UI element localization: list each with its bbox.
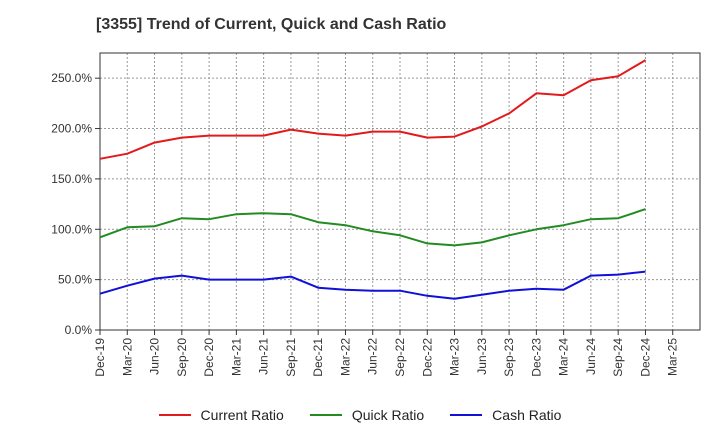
x-tick-label: Sep-21	[284, 338, 298, 377]
grid-layer	[100, 53, 701, 330]
y-tick-label: 50.0%	[58, 273, 92, 287]
x-tick-label: Dec-21	[311, 338, 325, 377]
x-tick-label: Sep-23	[502, 338, 516, 377]
x-tick-label: Mar-25	[666, 338, 680, 376]
x-tick-label: Jun-21	[257, 338, 271, 375]
series-line-quick-ratio	[99, 208, 646, 247]
legend-swatch-quick-ratio	[309, 414, 342, 416]
x-tick-label: Mar-23	[448, 338, 462, 376]
y-tick-label: 0.0%	[65, 323, 93, 337]
x-tick-label: Mar-20	[120, 338, 134, 376]
legend-item-quick-ratio: Quick Ratio	[309, 407, 425, 423]
x-tick-label: Sep-24	[611, 338, 625, 377]
series-line-cash-ratio	[99, 270, 646, 300]
y-tick-label: 250.0%	[51, 71, 92, 85]
x-tick-label: Dec-23	[529, 338, 543, 377]
x-tick-label: Dec-20	[202, 338, 216, 377]
x-tick-label: Sep-20	[175, 338, 189, 377]
legend-swatch-current-ratio	[158, 414, 191, 416]
x-tick-label: Mar-22	[338, 338, 352, 376]
x-tick-label: Jun-24	[584, 338, 598, 375]
legend: Current Ratio Quick Ratio Cash Ratio	[0, 404, 720, 426]
legend-label-cash-ratio: Cash Ratio	[492, 407, 562, 423]
series-line-current-ratio	[99, 59, 647, 160]
x-tick-label: Jun-23	[475, 338, 489, 375]
x-tick-label: Dec-19	[93, 338, 107, 377]
y-tick-label: 100.0%	[51, 222, 92, 236]
legend-item-cash-ratio: Cash Ratio	[450, 407, 561, 423]
x-tick-label: Dec-24	[638, 338, 652, 377]
chart-title: [3355] Trend of Current, Quick and Cash …	[96, 16, 447, 33]
x-tick-label: Mar-21	[229, 338, 243, 376]
y-tick-label: 150.0%	[51, 172, 92, 186]
legend-item-current-ratio: Current Ratio	[158, 407, 284, 423]
x-tick-label: Jun-20	[148, 338, 162, 375]
legend-swatch-cash-ratio	[450, 414, 483, 416]
x-axis-ticks: Dec-19 Mar-20 Jun-20 Sep-20 Dec-20 Mar-21 Jun-…	[93, 330, 680, 377]
y-axis-ticks: 0.0% 50.0% 100.0% 150.0% 200.0% 250.0%	[51, 71, 100, 337]
legend-label-current-ratio: Current Ratio	[200, 407, 284, 423]
x-tick-label: Mar-24	[557, 338, 571, 376]
x-tick-label: Sep-22	[393, 338, 407, 377]
series-layer	[99, 59, 647, 300]
legend-label-quick-ratio: Quick Ratio	[351, 407, 425, 423]
x-tick-label: Jun-22	[366, 338, 380, 375]
y-tick-label: 200.0%	[51, 122, 92, 136]
x-tick-label: Dec-22	[420, 338, 434, 377]
